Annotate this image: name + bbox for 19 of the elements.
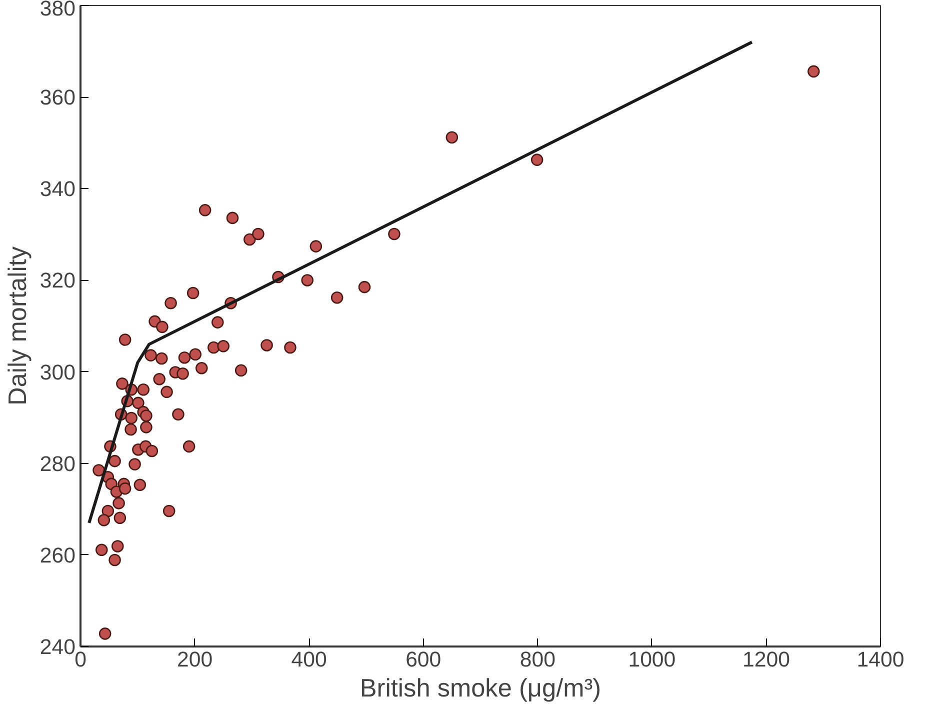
x-tick-label: 1200 [742,648,790,672]
x-tick-label: 400 [291,648,327,672]
x-axis-title: British smoke (μg/m³) [360,674,602,702]
x-tick-label: 200 [176,648,213,672]
y-tick-label: 280 [40,452,76,476]
y-tick-label: 340 [40,177,76,202]
y-tick-label: 360 [40,86,76,110]
y-tick-label: 300 [40,360,76,384]
x-tick-label: 600 [406,648,442,672]
y-axis-title: Daily mortality [4,246,32,406]
x-tick-label: 800 [520,648,556,672]
x-tick-label: 0 [74,648,87,672]
y-tick-label: 240 [40,635,76,659]
line-series [88,40,754,524]
x-tick-label: 1000 [628,648,676,672]
x-tick-label: 1400 [856,648,904,672]
y-tick-label: 320 [40,268,76,293]
y-tick-label: 380 [40,0,76,20]
y-tick-label: 260 [40,543,76,568]
